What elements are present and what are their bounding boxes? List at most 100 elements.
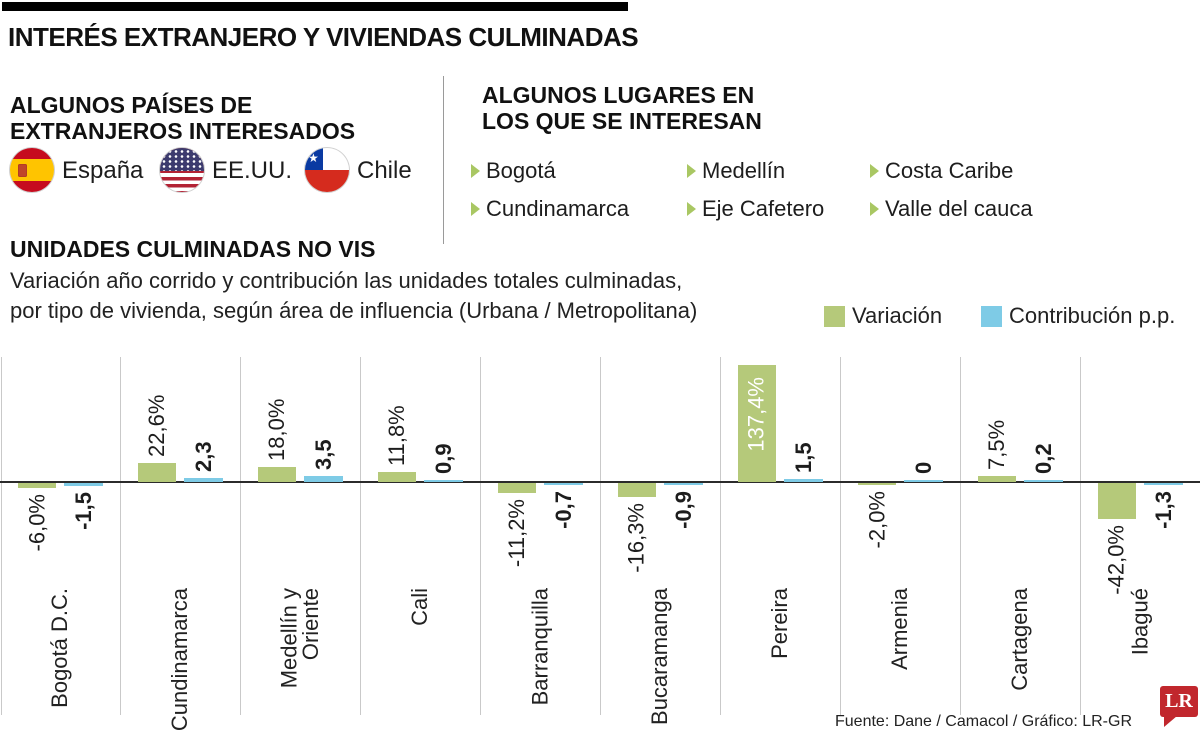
- place-label: Valle del cauca: [885, 196, 1033, 221]
- place-item: Eje Cafetero: [687, 196, 824, 222]
- countries-heading-line1: ALGUNOS PAÍSES DE: [10, 92, 253, 118]
- chile-flag-star: ★: [308, 151, 319, 165]
- top-accent-bar: [2, 2, 628, 11]
- value-label-variacion-5: -16,3%: [624, 502, 649, 573]
- category-label-8: Cartagena: [1007, 588, 1032, 691]
- section-divider: [443, 76, 444, 244]
- legend-label-contribucion: Contribución p.p.: [1009, 303, 1176, 328]
- value-label-variacion-4: -11,2%: [504, 498, 529, 567]
- legend-swatch-variacion: [824, 305, 845, 327]
- source-note: Fuente: Dane / Camacol / Gráfico: LR-GR: [835, 713, 1132, 730]
- chevron-bullet-icon: [870, 164, 879, 178]
- spain-flag-icon: [10, 148, 54, 192]
- lr-logo-tail: [1164, 716, 1177, 727]
- usa-flag-icon: [160, 148, 204, 192]
- category-label-0: Bogotá D.C.: [47, 588, 72, 708]
- value-label-variacion-9: -42,0%: [1104, 524, 1129, 595]
- bar-contribucion-0: [64, 483, 103, 486]
- place-item: Costa Caribe: [870, 158, 1013, 184]
- spain-flag-yellow-band: [10, 159, 54, 181]
- legend-label-variacion: Variación: [852, 303, 943, 328]
- bar-variacion-5: [618, 483, 656, 497]
- gridline: [120, 357, 121, 715]
- country-label-chile: Chile: [357, 157, 412, 184]
- place-label: Medellín: [702, 158, 786, 183]
- place-label: Cundinamarca: [486, 196, 630, 221]
- country-label-usa: EE.UU.: [212, 157, 293, 184]
- chile-flag-blue-square: ★: [305, 148, 323, 170]
- usa-flag-star-field: [160, 148, 204, 171]
- gridline: [360, 357, 361, 715]
- places-heading: ALGUNOS LUGARES EN LOS QUE SE INTERESAN: [482, 82, 762, 134]
- value-label-contribucion-5: -0,9: [670, 491, 696, 529]
- chevron-bullet-icon: [870, 202, 879, 216]
- category-label-3: Cali: [407, 588, 432, 626]
- legend-swatch-contribucion: [981, 305, 1002, 327]
- bar-variacion-9: [1098, 483, 1136, 519]
- value-label-contribucion-0: -1,5: [70, 491, 96, 530]
- place-label: Bogotá: [486, 158, 556, 183]
- gridline: [840, 357, 841, 715]
- gridline: [1080, 357, 1081, 715]
- value-label-variacion-6: 137,4%: [744, 377, 769, 452]
- category-label-2: Medellín y: [276, 588, 301, 689]
- gridline: [960, 357, 961, 715]
- bar-contribucion-7: [904, 480, 943, 482]
- value-label-contribucion-8: 0,2: [1030, 443, 1056, 474]
- value-label-variacion-0: -6,0%: [24, 494, 49, 552]
- place-label: Costa Caribe: [885, 158, 1014, 183]
- gridline: [720, 357, 721, 715]
- category-label-4: Barranquilla: [527, 588, 552, 706]
- bar-contribucion-1: [184, 477, 223, 482]
- bar-variacion-3: [378, 471, 416, 482]
- value-label-variacion-3: 11,8%: [384, 405, 409, 466]
- bar-contribucion-9: [1144, 483, 1183, 486]
- value-label-contribucion-3: 0,9: [430, 443, 456, 474]
- gridline: [1, 357, 2, 715]
- value-label-contribucion-7: 0: [910, 461, 936, 474]
- value-label-contribucion-9: -1,3: [1150, 491, 1176, 530]
- bar-contribucion-4: [544, 483, 583, 485]
- countries-heading-line2: EXTRANJEROS INTERESADOS: [10, 118, 356, 144]
- lr-logo-text: LR: [1165, 690, 1193, 712]
- spain-flag-emblem: [18, 164, 27, 177]
- gridline: [480, 357, 481, 715]
- category-label-7: Armenia: [887, 588, 912, 670]
- value-label-variacion-7: -2,0%: [864, 491, 889, 549]
- value-label-variacion-2: 18,0%: [264, 398, 289, 461]
- gridline: [600, 357, 601, 715]
- category-label-5: Bucaramanga: [647, 588, 672, 725]
- category-label-2: Oriente: [298, 588, 323, 661]
- bar-variacion-8: [978, 475, 1016, 482]
- value-label-contribucion-1: 2,3: [190, 441, 216, 472]
- place-item: Cundinamarca: [471, 196, 629, 222]
- bar-contribucion-5: [664, 483, 703, 485]
- place-label: Eje Cafetero: [702, 196, 825, 221]
- spain-flag-red-band: [10, 148, 54, 159]
- bar-variacion-7: [858, 483, 896, 485]
- bar-contribucion-3: [424, 480, 463, 482]
- chevron-bullet-icon: [471, 202, 480, 216]
- legend-item-variacion: Variación: [824, 303, 942, 329]
- place-item: Bogotá: [471, 158, 556, 184]
- value-label-variacion-1: 22,6%: [144, 394, 169, 457]
- chile-flag-icon: ★: [305, 148, 349, 192]
- bar-variacion-1: [138, 462, 176, 482]
- legend-item-contribucion: Contribución p.p.: [981, 303, 1175, 329]
- places-heading-line1: ALGUNOS LUGARES EN: [482, 82, 755, 108]
- category-label-9: Ibagué: [1127, 588, 1152, 656]
- country-label-spain: España: [62, 157, 144, 184]
- value-label-contribucion-6: 1,5: [790, 442, 816, 474]
- chart-subtitle-line2: por tipo de vivienda, según área de infl…: [10, 298, 698, 323]
- lr-logo: LR: [1160, 686, 1198, 727]
- spain-flag-red-band: [10, 181, 54, 192]
- bar-variacion-2: [258, 466, 296, 482]
- place-item: Medellín: [687, 158, 785, 184]
- bar-variacion-0: [18, 483, 56, 489]
- bar-contribucion-6: [784, 479, 823, 482]
- place-item: Valle del cauca: [870, 196, 1033, 222]
- gridline: [240, 357, 241, 715]
- value-label-contribucion-4: -0,7: [550, 491, 576, 529]
- chart-heading: UNIDADES CULMINADAS NO VIS: [10, 236, 376, 262]
